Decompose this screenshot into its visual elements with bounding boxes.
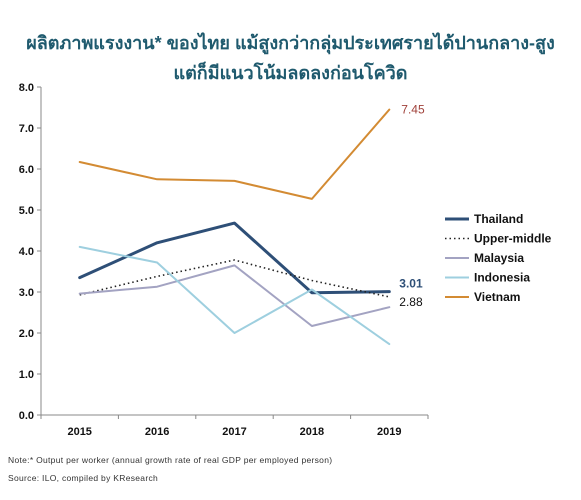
x-tick-label: 2019 bbox=[377, 426, 401, 438]
data-label-upper-middle: 2.88 bbox=[399, 295, 423, 309]
data-label-thailand: 3.01 bbox=[399, 277, 423, 291]
y-tick-label: 6.0 bbox=[19, 164, 34, 176]
y-tick-label: 2.0 bbox=[19, 328, 34, 340]
series-line-thailand bbox=[78, 221, 391, 295]
legend-label-malaysia: Malaysia bbox=[474, 251, 524, 265]
y-tick-label: 5.0 bbox=[19, 205, 34, 217]
y-tick-label: 4.0 bbox=[19, 246, 34, 258]
x-tick-label: 2016 bbox=[145, 426, 169, 438]
legend-label-upper-middle: Upper-middle bbox=[474, 232, 552, 246]
chart-title-line-2: แต่ก็มีแนวโน้มลดลงก่อนโควิด bbox=[173, 63, 408, 83]
chart-note: Note:* Output per worker (annual growth … bbox=[8, 455, 333, 465]
y-tick-label: 0.0 bbox=[19, 410, 34, 422]
x-tick-label: 2015 bbox=[67, 426, 91, 438]
legend-label-thailand: Thailand bbox=[474, 212, 523, 226]
x-tick-label: 2017 bbox=[222, 426, 246, 438]
series-line-malaysia bbox=[78, 264, 391, 327]
series-line-vietnam bbox=[78, 108, 391, 200]
series-line-indonesia bbox=[78, 245, 391, 346]
x-tick-label: 2018 bbox=[300, 426, 324, 438]
series-line-upper-middle bbox=[79, 259, 390, 298]
chart-source: Source: ILO, compiled by KResearch bbox=[8, 473, 159, 483]
y-tick-label: 1.0 bbox=[19, 369, 34, 381]
data-label-vietnam: 7.45 bbox=[401, 103, 425, 117]
legend-label-vietnam: Vietnam bbox=[474, 290, 520, 304]
y-tick-label: 3.0 bbox=[19, 287, 34, 299]
y-tick-label: 8.0 bbox=[19, 82, 34, 94]
y-tick-label: 7.0 bbox=[19, 123, 34, 135]
chart-title-line-1: ผลิตภาพแรงงาน* ของไทย แม้สูงกว่ากลุ่มประ… bbox=[26, 33, 555, 53]
legend-label-indonesia: Indonesia bbox=[474, 271, 530, 285]
